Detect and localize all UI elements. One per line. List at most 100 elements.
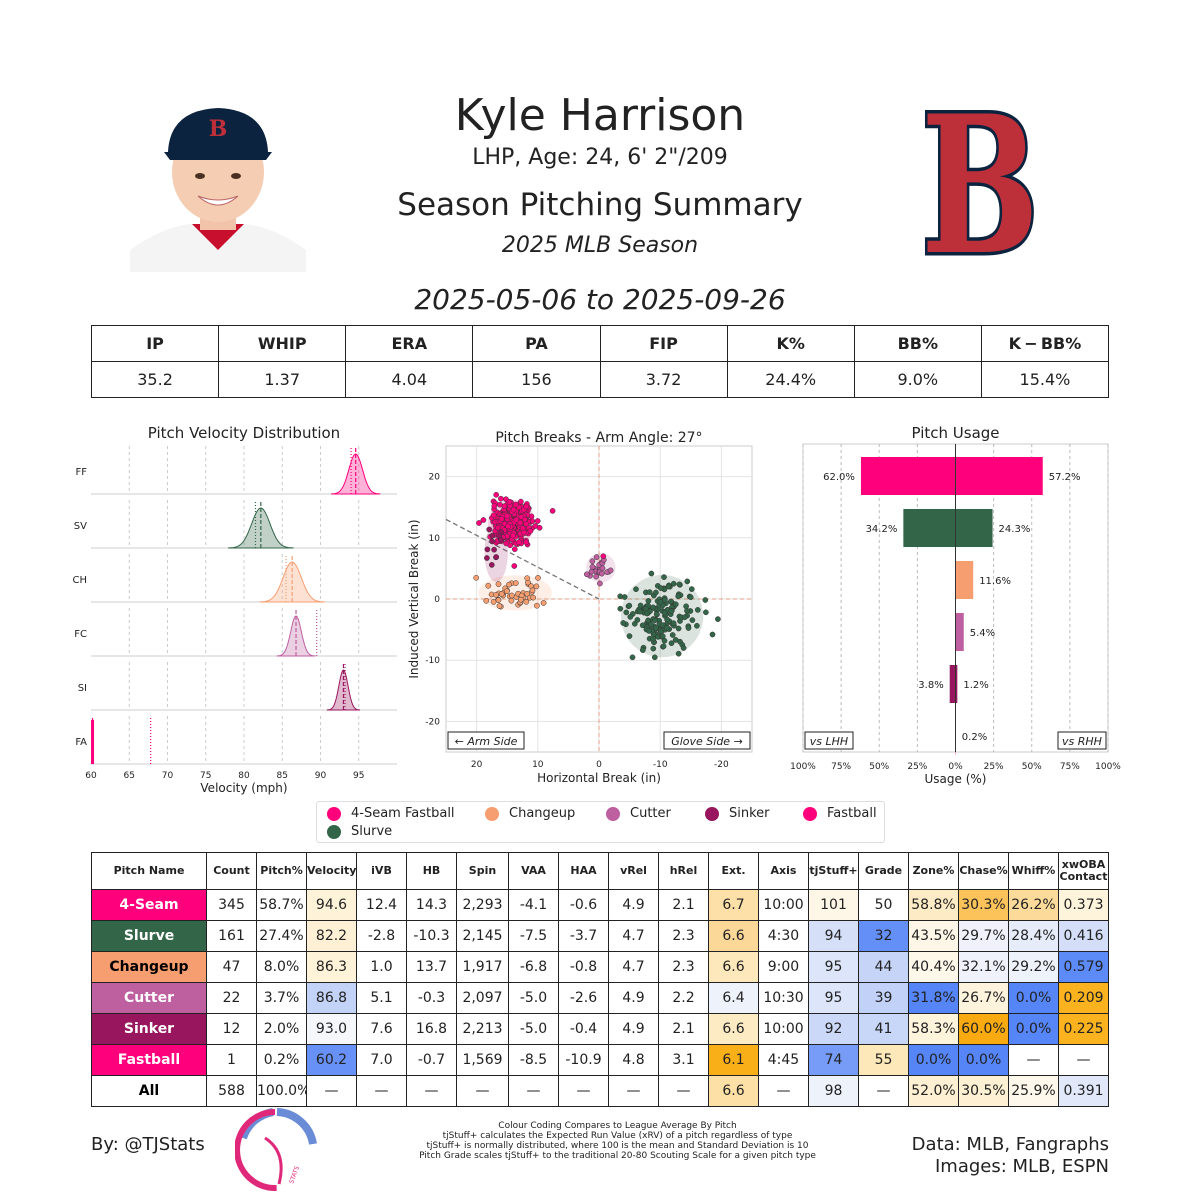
pitch-metric-cell: 41 xyxy=(858,1013,909,1045)
break-point xyxy=(669,632,676,638)
pitch-metric-cell: 2.0% xyxy=(256,1013,307,1045)
pitch-metric-cell: -2.6 xyxy=(558,982,609,1014)
break-point xyxy=(663,625,670,631)
break-point xyxy=(484,546,491,553)
break-cluster-changeup xyxy=(473,574,552,611)
break-point xyxy=(634,617,641,623)
pitch-metric-cell: -0.4 xyxy=(558,1013,609,1045)
stat-header: BB% xyxy=(853,325,982,362)
pitch-table-header-cell: VAA xyxy=(508,852,559,890)
stat-value: 24.4% xyxy=(726,361,855,398)
break-point xyxy=(646,628,652,634)
velocity-row-label: FF xyxy=(75,467,87,478)
legend-marker xyxy=(803,806,817,821)
pitch-metric-cell: 44 xyxy=(858,951,909,983)
pitch-metric-cell: 1.0 xyxy=(356,951,407,983)
break-point xyxy=(631,620,638,627)
pitch-metric-cell: — xyxy=(608,1075,659,1107)
break-point xyxy=(583,571,590,578)
break-point xyxy=(660,643,667,650)
pitch-metric-cell: 9:00 xyxy=(758,951,809,983)
break-point xyxy=(495,597,502,603)
stat-value: 15.4% xyxy=(980,361,1110,398)
break-point xyxy=(658,585,664,591)
pitch-table-header-cell: HAA xyxy=(558,852,609,890)
break-point xyxy=(511,563,518,569)
vs-rhh-label: vs RHH xyxy=(1062,735,1102,748)
pitch-metric-cell: -0.3 xyxy=(406,982,457,1014)
footnote-line: tjStuff+ is normally distributed, where … xyxy=(426,1141,809,1151)
pitch-metric-cell: — xyxy=(306,1075,357,1107)
table-row: Changeup 47 8.0% 86.3 1.0 13.7 1,917 -6.8 -0.8 4.… xyxy=(91,951,1109,983)
pitch-metric-cell: 0.416 xyxy=(1058,920,1109,952)
velocity-tick-label: 90 xyxy=(315,771,327,781)
break-point xyxy=(702,597,709,603)
break-point xyxy=(498,495,504,502)
break-point xyxy=(510,532,516,539)
pitch-metric-cell: 60.2 xyxy=(306,1044,357,1076)
pitch-metric-cell: 0.0% xyxy=(1008,1013,1059,1045)
break-point xyxy=(620,620,627,626)
pitch-metric-cell: 43.5% xyxy=(908,920,959,952)
stat-header: IP xyxy=(90,325,220,362)
pitch-metric-cell: 26.2% xyxy=(1008,889,1059,921)
break-point xyxy=(629,654,636,661)
pitch-metric-cell: — xyxy=(1058,1044,1109,1076)
pitch-name-cell: Changeup xyxy=(91,951,207,983)
usage-x-tick: 50% xyxy=(869,762,889,772)
pitch-metric-cell: 39 xyxy=(858,982,909,1014)
usage-bar-lhh xyxy=(949,665,956,703)
pitch-metric-cell: 29.2% xyxy=(1008,951,1059,983)
break-point xyxy=(489,538,495,545)
pitch-metric-cell: 30.5% xyxy=(958,1075,1009,1107)
break-point xyxy=(489,532,496,539)
break-point xyxy=(681,614,688,621)
table-row: Slurve 161 27.4% 82.2 -2.8 -10.3 2,145 -7.5 -3.7… xyxy=(91,920,1109,952)
pitch-metric-cell: -2.8 xyxy=(356,920,407,952)
break-point xyxy=(516,539,522,546)
usage-x-tick: 25% xyxy=(907,762,927,772)
break-point xyxy=(626,633,633,639)
break-point xyxy=(493,554,500,560)
legend-marker xyxy=(485,806,499,821)
usage-x-tick: 75% xyxy=(1060,762,1080,772)
pitch-metric-cell: 32.1% xyxy=(958,951,1009,983)
break-point xyxy=(529,587,536,594)
pitch-table-header-cell: tjStuff+ xyxy=(808,852,859,890)
pitch-table-header: Pitch Name Count Pitch% Velocity iVB HB Spin VA… xyxy=(91,852,1109,890)
stat-value: 1.37 xyxy=(218,361,347,398)
break-point xyxy=(670,620,677,627)
break-point xyxy=(675,625,682,632)
data-source: Data: MLB, Fangraphs xyxy=(911,1134,1109,1155)
pitch-metric-cell: 58.7% xyxy=(256,889,307,921)
stat-value: 4.04 xyxy=(345,361,474,398)
usage-x-tick: 100% xyxy=(1095,762,1121,772)
break-point xyxy=(645,617,651,624)
pitch-table-header-cell: Grade xyxy=(858,852,909,890)
usage-x-tick: 25% xyxy=(984,762,1004,772)
break-point xyxy=(473,574,480,581)
pitch-metric-cell: 14.3 xyxy=(406,889,457,921)
pitch-metric-cell: 1,917 xyxy=(456,951,509,983)
pitch-metric-cell: -10.3 xyxy=(406,920,457,952)
break-point xyxy=(523,539,530,546)
velocity-tick-label: 65 xyxy=(124,771,135,781)
legend-label: Cutter xyxy=(630,806,671,821)
break-point xyxy=(703,609,709,616)
pitch-metric-cell: 4:30 xyxy=(758,920,809,952)
usage-x-tick: 0% xyxy=(948,762,963,772)
pitch-metric-cell: 3.7% xyxy=(256,982,307,1014)
pitch-metric-cell: 100.0% xyxy=(256,1075,307,1107)
pitch-metric-cell: 26.7% xyxy=(958,982,1009,1014)
data-sources: Data: MLB, Fangraphs Images: MLB, ESPN xyxy=(912,1134,1109,1178)
usage-label-lhh: 3.8% xyxy=(918,680,943,691)
pitch-table-header-cell: Spin xyxy=(456,852,509,890)
legend-label: 4-Seam Fastball xyxy=(351,806,455,821)
break-point xyxy=(476,520,482,526)
pitch-metric-cell: — xyxy=(558,1075,609,1107)
pitch-metric-cell: 52.0% xyxy=(908,1075,959,1107)
pitch-metric-cell: 95 xyxy=(808,951,859,983)
break-point xyxy=(658,628,665,635)
season-label: 2025 MLB Season xyxy=(501,233,699,258)
break-point xyxy=(504,588,510,595)
